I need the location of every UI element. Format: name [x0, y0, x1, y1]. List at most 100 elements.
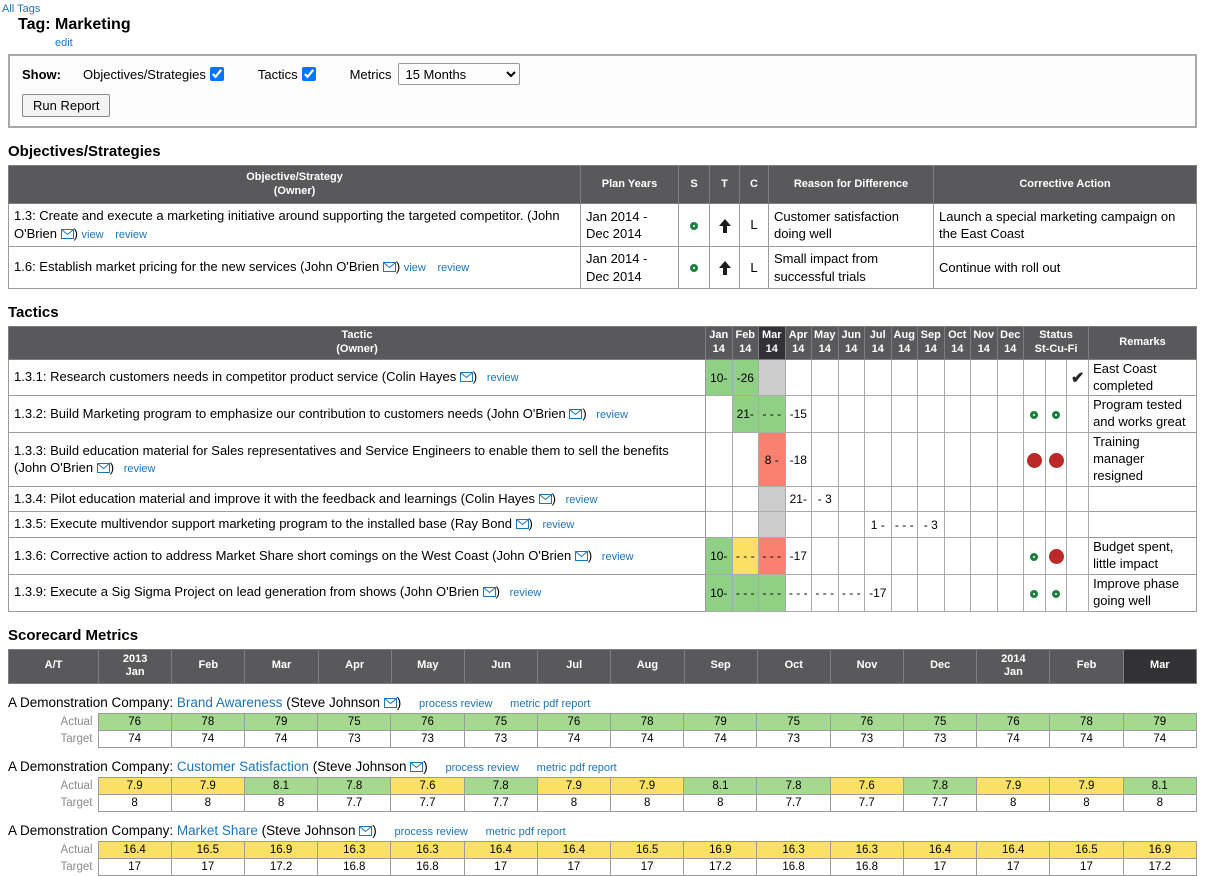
month-value-cell: [705, 511, 733, 539]
month-value-cell: [890, 485, 918, 513]
month-column-header: Apr: [317, 648, 392, 685]
metrics-select[interactable]: 15 Months: [398, 63, 521, 85]
process-review-link[interactable]: process review: [394, 826, 468, 839]
month-value-cell: 74: [610, 730, 685, 749]
owner-paren-close: ): [372, 823, 377, 839]
metric-pdf-report-link[interactable]: metric pdf report: [510, 698, 591, 711]
email-icon[interactable]: [569, 406, 583, 424]
month-value-cell: [970, 511, 998, 539]
month-value-cell: - 3: [811, 485, 839, 513]
remarks-cell: Program tested and works great: [1088, 395, 1197, 434]
status-st-cell: [1023, 485, 1046, 513]
tactics-section-title: Tactics: [8, 304, 59, 322]
month-value-cell: 16.9: [1122, 841, 1198, 860]
owner-name: Steve Johnson: [317, 759, 407, 775]
month-value-cell: 7.8: [756, 777, 831, 796]
review-link[interactable]: review: [115, 228, 147, 241]
month-value-cell: [731, 511, 759, 539]
view-link[interactable]: view: [81, 228, 104, 241]
review-link[interactable]: review: [565, 493, 598, 506]
month-value-cell: -17: [784, 537, 812, 575]
remarks-cell: Improve phase going well: [1088, 573, 1197, 612]
month-value-cell: 16.5: [1049, 841, 1124, 860]
review-link[interactable]: review: [542, 519, 575, 532]
email-icon[interactable]: [96, 460, 110, 478]
month-column-header: Mar: [244, 648, 319, 685]
email-icon[interactable]: [459, 369, 473, 387]
month-value-cell: [864, 395, 892, 434]
month-column-header: Sep: [683, 648, 758, 685]
owner-name: John O'Brien: [14, 208, 560, 241]
month-value-cell: [731, 432, 759, 487]
email-icon[interactable]: [359, 824, 373, 839]
month-value-cell: [917, 537, 945, 575]
review-link[interactable]: review: [596, 409, 629, 422]
metric-pdf-report-link[interactable]: metric pdf report: [485, 826, 566, 839]
email-icon[interactable]: [60, 226, 74, 244]
month-value-cell: - - -: [758, 395, 786, 434]
owner-paren: (: [312, 759, 318, 775]
owner-paren: (: [492, 547, 497, 563]
edit-link[interactable]: edit: [55, 37, 73, 49]
month-value-cell: 16.8: [317, 858, 392, 876]
metric-name-link[interactable]: Market Share: [176, 823, 258, 839]
tactics-checkbox[interactable]: [301, 67, 316, 81]
owner-paren-close: ): [109, 460, 115, 476]
all-tags-link[interactable]: All Tags: [2, 3, 41, 15]
month-value-cell: [996, 432, 1024, 487]
metric-name-link[interactable]: Brand Awareness: [176, 695, 283, 711]
month-value-cell: [784, 511, 812, 539]
status-fi-cell: [1066, 573, 1090, 612]
email-icon[interactable]: [410, 760, 424, 775]
up-arrow-icon: [718, 261, 731, 276]
metric-pdf-report-link[interactable]: metric pdf report: [536, 762, 617, 775]
objectives-table: Objective/Strategy (Owner) Plan Years S …: [8, 165, 1197, 290]
view-link[interactable]: view: [403, 262, 426, 275]
owner-paren-close: ): [472, 369, 478, 385]
process-review-link[interactable]: process review: [419, 698, 493, 711]
email-icon[interactable]: [515, 516, 529, 534]
month-value-cell: 8: [536, 794, 612, 813]
month-value-cell: 16.4: [976, 841, 1051, 860]
email-icon[interactable]: [383, 696, 397, 711]
metrics-section-title: Scorecard Metrics: [8, 626, 139, 644]
month-value-cell: 17: [610, 858, 685, 876]
status-cu-cell: [1044, 537, 1068, 575]
review-link[interactable]: review: [123, 463, 156, 476]
reason-cell: Customer satisfaction doing well: [768, 202, 934, 248]
green-ring-icon: [690, 221, 698, 230]
month-value-cell: 8: [1049, 794, 1124, 813]
objective-column-header: Objective/Strategy (Owner): [8, 165, 581, 204]
review-link[interactable]: review: [509, 587, 542, 600]
month-value-cell: [784, 358, 812, 397]
review-link[interactable]: review: [601, 550, 634, 563]
metric-name-link[interactable]: Customer Satisfaction: [176, 759, 309, 775]
status-cu-cell: [1044, 573, 1068, 612]
email-icon[interactable]: [538, 491, 552, 509]
month-value-cell: -17: [864, 573, 892, 612]
month-value-cell: 8: [610, 794, 685, 813]
month-value-cell: 7.7: [463, 794, 538, 813]
objective-row: 1.6: Establish market pricing for the ne…: [8, 246, 1197, 290]
status-fi-cell: [1066, 432, 1090, 487]
tactic-text: 1.3.1: Research customers needs in compe…: [14, 369, 379, 385]
email-icon[interactable]: [382, 259, 396, 277]
email-icon[interactable]: [482, 584, 496, 602]
month-value-cell: 17: [97, 858, 172, 876]
review-link[interactable]: review: [486, 372, 519, 385]
green-ring-icon: [1052, 589, 1061, 598]
owner-paren-close: ): [396, 695, 402, 711]
month-value-cell: [917, 395, 945, 434]
month-value-cell: 16.5: [610, 841, 685, 860]
month-value-cell: 76: [97, 713, 172, 732]
month-value-cell: [996, 395, 1024, 434]
month-value-cell: [996, 485, 1024, 513]
objectives-checkbox[interactable]: [209, 67, 224, 81]
month-value-cell: [917, 485, 945, 513]
run-report-button[interactable]: Run Report: [22, 94, 111, 117]
month-value-cell: 7.7: [756, 794, 831, 813]
process-review-link[interactable]: process review: [445, 762, 519, 775]
review-link[interactable]: review: [437, 262, 470, 275]
email-icon[interactable]: [574, 548, 588, 566]
month-value-cell: 74: [1122, 730, 1198, 749]
